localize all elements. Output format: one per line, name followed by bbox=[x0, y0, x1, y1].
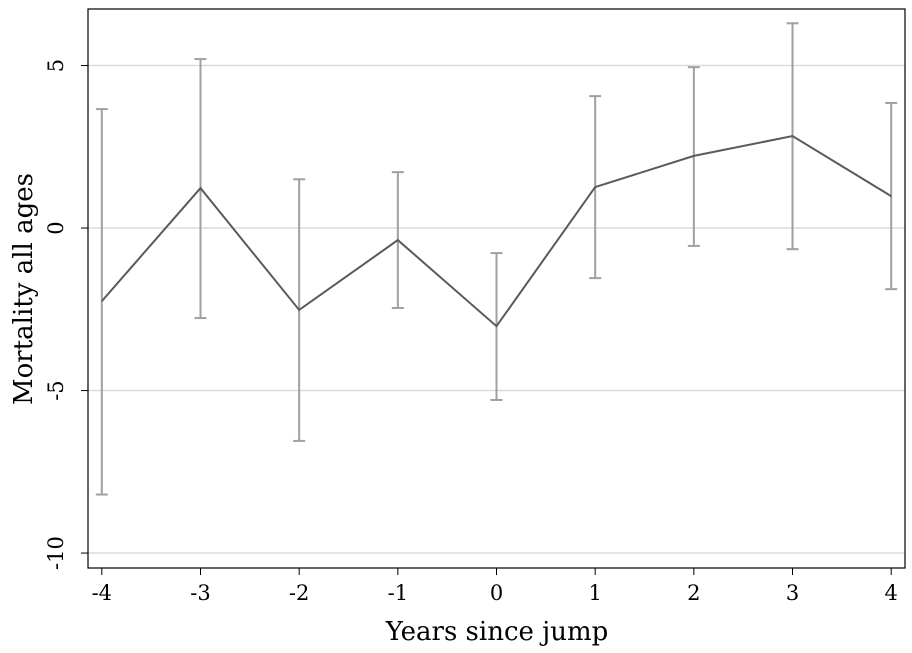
y-tick-label: 0 bbox=[44, 221, 68, 234]
x-tick-label: 1 bbox=[588, 581, 601, 605]
data-point bbox=[298, 309, 300, 311]
y-tick-label: -10 bbox=[44, 536, 68, 570]
data-point bbox=[594, 186, 596, 188]
x-tick-label: -3 bbox=[190, 581, 210, 605]
x-ticks: -4 -3 -2 -1 0 1 2 3 4 bbox=[92, 568, 898, 605]
data-point bbox=[890, 195, 892, 197]
y-axis-label: Mortality all ages bbox=[9, 173, 39, 405]
x-tick-label: 4 bbox=[884, 581, 897, 605]
error-bars bbox=[95, 22, 898, 496]
x-tick-label: -2 bbox=[289, 581, 309, 605]
y-tick-label: 5 bbox=[44, 59, 68, 72]
data-point bbox=[693, 155, 695, 157]
x-tick-label: 2 bbox=[687, 581, 700, 605]
data-point bbox=[496, 325, 497, 327]
y-ticks: 5 0 -5 -10 bbox=[44, 59, 88, 570]
y-tick-label: -5 bbox=[44, 380, 68, 400]
error-bar bbox=[95, 108, 108, 496]
data-point bbox=[101, 300, 103, 302]
series-lines bbox=[101, 135, 892, 328]
x-tick-label: 3 bbox=[786, 581, 799, 605]
data-point bbox=[199, 187, 201, 189]
x-axis-label: Years since jump bbox=[385, 617, 609, 647]
x-tick-label: 0 bbox=[490, 581, 503, 605]
data-point bbox=[792, 135, 794, 137]
x-tick-label: -4 bbox=[92, 581, 112, 605]
x-tick-label: -1 bbox=[388, 581, 408, 605]
data-point bbox=[397, 239, 399, 241]
